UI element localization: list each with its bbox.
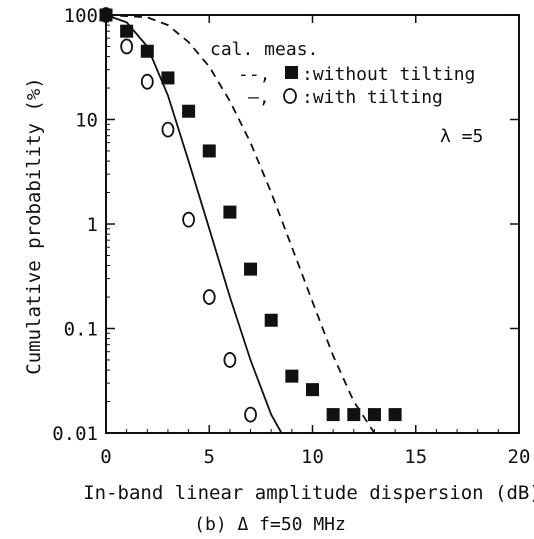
marker-with-tilting — [99, 7, 113, 23]
y-tick-label: 0.1 — [64, 319, 98, 341]
x-tick-label: 0 — [100, 446, 111, 468]
legend-cal-1: --, — [238, 64, 271, 85]
x-tick-label: 15 — [404, 446, 427, 468]
lambda-annotation: λ =5 — [440, 126, 483, 147]
marker-without-tilting — [306, 383, 319, 397]
axis-tick-labels: 0 5 10 15 20 0.01 0.1 1 10 100 — [52, 5, 530, 468]
measured-markers — [99, 7, 402, 423]
marker-without-tilting — [347, 408, 361, 422]
marker-without-tilting — [264, 313, 278, 327]
y-tick-label: 100 — [64, 5, 98, 27]
legend-filled-square-marker — [285, 66, 298, 79]
calculated-curves — [105, 14, 376, 434]
y-tick-label: 10 — [75, 110, 98, 132]
marker-with-tilting — [182, 211, 196, 228]
y-tick-label: 1 — [87, 214, 98, 236]
marker-without-tilting — [285, 369, 299, 383]
legend: cal. meas. --, :without tilting –, :with… — [210, 39, 475, 108]
marker-without-tilting — [182, 104, 196, 118]
marker-with-tilting — [223, 352, 237, 368]
y-axis-title: Cumulative probability (%) — [23, 77, 45, 374]
legend-header: cal. meas. — [210, 39, 318, 60]
marker-without-tilting — [223, 205, 237, 219]
marker-without-tilting — [367, 408, 381, 422]
marker-without-tilting — [140, 44, 154, 58]
calc-curve-with-tilting — [105, 14, 283, 434]
marker-without-tilting — [388, 408, 402, 422]
marker-with-tilting — [161, 121, 175, 138]
figure-caption: (b) Δ f=50 MHz — [194, 514, 346, 535]
y-tick-label: 0.01 — [52, 423, 98, 445]
marker-without-tilting — [99, 8, 113, 22]
marker-without-tilting — [202, 144, 216, 158]
legend-label-2: :with tilting — [302, 87, 443, 108]
marker-without-tilting — [244, 262, 258, 276]
x-tick-label: 5 — [204, 446, 215, 468]
calc-curve-without-tilting — [105, 14, 376, 434]
x-axis-title: In-band linear amplitude dispersion (dB) — [83, 482, 534, 504]
x-tick-label: 10 — [301, 446, 324, 468]
marker-with-tilting — [244, 406, 257, 423]
marker-with-tilting — [120, 38, 134, 55]
marker-without-tilting — [120, 24, 134, 38]
marker-with-tilting — [202, 289, 216, 305]
marker-without-tilting — [161, 71, 175, 85]
legend-cal-2: –, — [248, 87, 270, 108]
legend-open-circle-marker — [283, 88, 297, 104]
legend-label-1: :without tilting — [302, 64, 475, 85]
axis-ticks — [105, 14, 520, 434]
marker-with-tilting — [140, 73, 154, 90]
x-tick-label: 20 — [508, 446, 531, 468]
marker-without-tilting — [326, 408, 340, 422]
